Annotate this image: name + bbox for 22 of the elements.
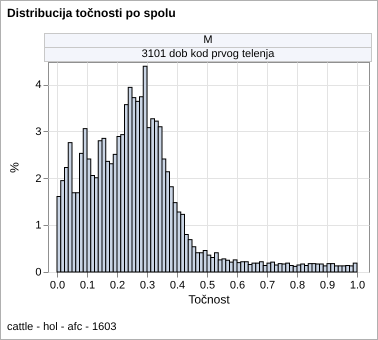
x-tick-label: 0.0 — [50, 280, 66, 292]
x-tick-label: 0.4 — [170, 280, 186, 292]
y-tick-label: 0 — [35, 266, 42, 278]
x-tick-label: 1.0 — [350, 280, 366, 292]
x-tick-label: 0.1 — [80, 280, 96, 292]
x-tick-label: 0.6 — [230, 280, 246, 292]
x-tick-label: 0.7 — [260, 280, 276, 292]
chart-subtitle: M — [44, 33, 372, 48]
x-tick-label: 0.8 — [290, 280, 306, 292]
chart-title: Distribucija točnosti po spolu — [7, 6, 176, 20]
text: 3101 dob kod prvog telenja — [44, 47, 372, 62]
y-tick-label: 1 — [35, 220, 42, 232]
text: cattle - hol - afc - 1603 — [7, 321, 116, 333]
x-tick-label: 0.9 — [320, 280, 336, 292]
x-tick-label: 0.3 — [140, 280, 156, 292]
y-tick-label: 4 — [35, 79, 42, 91]
y-axis-title: % — [7, 162, 22, 173]
x-tick-label: 0.2 — [110, 280, 126, 292]
x-axis-title: Točnost — [188, 292, 230, 306]
y-tick-label: 2 — [35, 172, 42, 185]
x-tick-label: 0.5 — [200, 280, 216, 292]
y-tick-label: 3 — [35, 126, 42, 138]
